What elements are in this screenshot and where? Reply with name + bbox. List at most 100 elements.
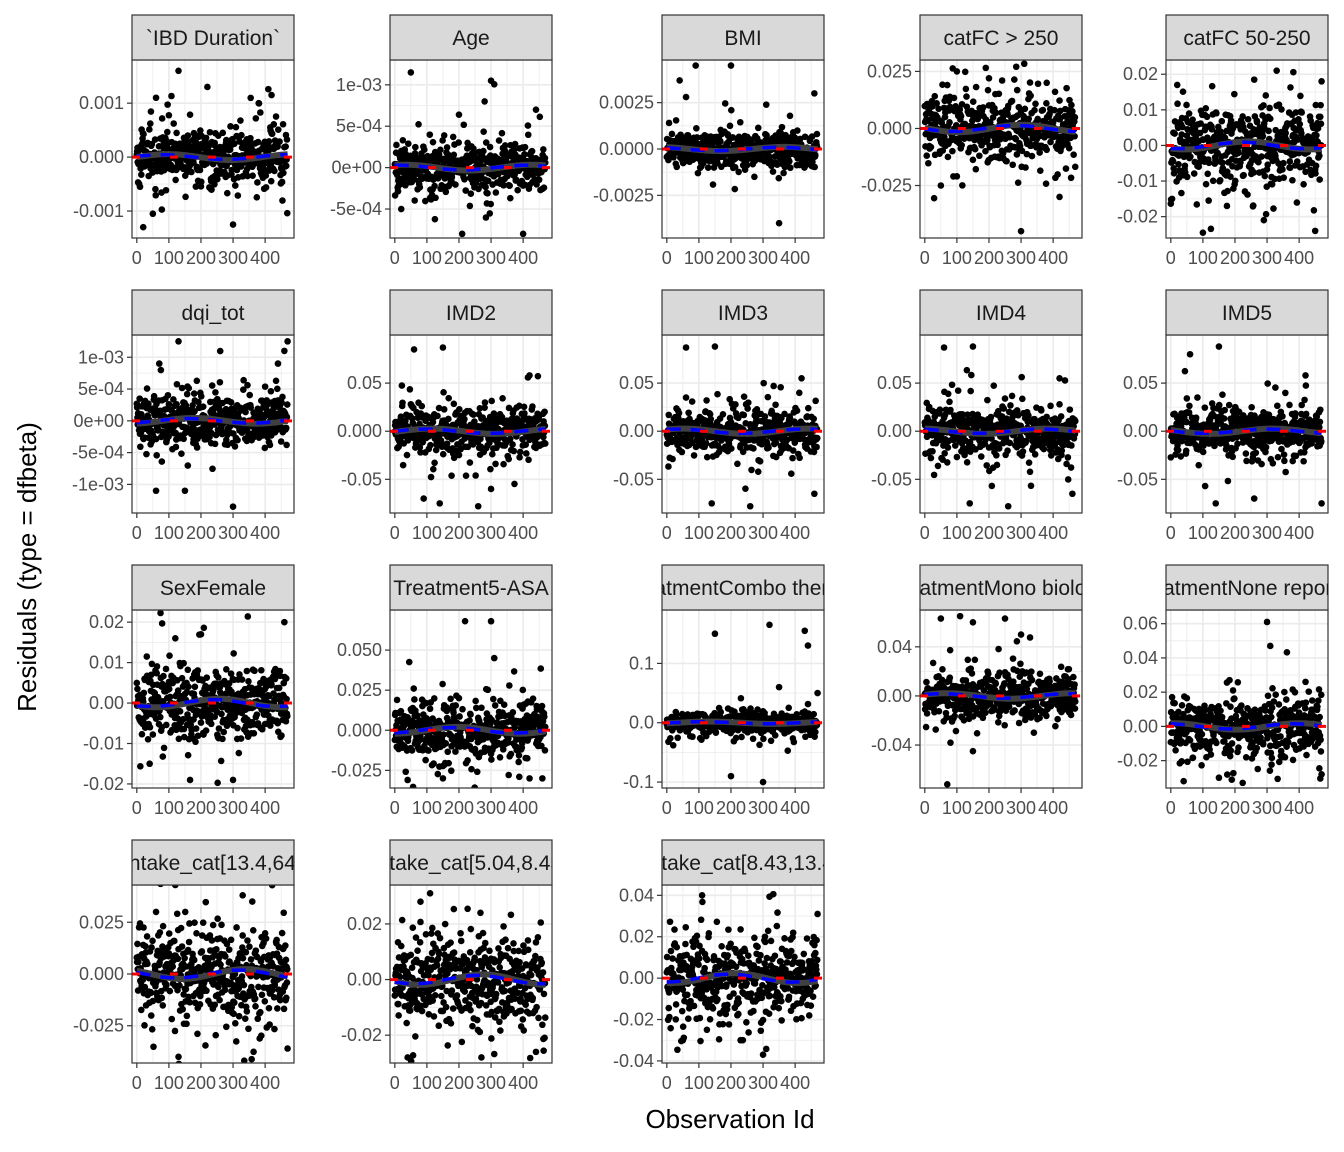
data-point [707, 415, 715, 423]
data-point [466, 459, 474, 466]
data-point [972, 165, 980, 173]
data-point [1018, 373, 1025, 381]
data-point [1208, 126, 1216, 133]
data-point [770, 382, 777, 390]
data-point [1031, 106, 1038, 114]
data-point [237, 163, 245, 170]
data-point [1316, 152, 1323, 160]
x-tick-label: 200 [444, 248, 474, 268]
data-point [151, 136, 159, 143]
data-point [231, 140, 238, 148]
data-point [778, 123, 786, 131]
data-point [242, 408, 249, 416]
data-point [1181, 162, 1189, 170]
data-point [1296, 120, 1304, 128]
data-point [1250, 169, 1258, 176]
data-point [1017, 227, 1025, 235]
x-tick-label: 100 [942, 248, 972, 268]
data-point [947, 406, 954, 414]
data-point [480, 128, 487, 135]
data-point [439, 344, 447, 351]
data-point [486, 439, 493, 447]
data-point [665, 411, 673, 419]
data-point [727, 445, 735, 452]
data-point [1037, 407, 1045, 414]
data-point [1185, 110, 1193, 117]
data-point [1023, 150, 1031, 158]
x-tick-label: 0 [920, 523, 930, 543]
data-point [692, 62, 699, 69]
strip-background [661, 14, 825, 61]
data-point [703, 453, 711, 461]
data-point [1066, 96, 1073, 104]
data-point [665, 156, 672, 164]
data-point [727, 62, 735, 69]
data-point [406, 386, 414, 393]
data-point [787, 470, 795, 478]
data-point [1008, 97, 1016, 105]
smooth-line-blue [136, 152, 288, 162]
data-point [742, 485, 749, 492]
data-point [775, 174, 783, 182]
data-point [993, 452, 1000, 459]
data-point [170, 120, 177, 127]
data-point [450, 400, 458, 408]
data-point [1171, 130, 1178, 137]
data-point [250, 433, 258, 441]
strip-background [131, 289, 295, 336]
data-point [1071, 114, 1079, 121]
data-point [455, 111, 463, 118]
data-point [1244, 191, 1251, 198]
data-point [404, 140, 412, 147]
data-point [212, 431, 220, 439]
data-point [957, 112, 965, 120]
data-point [499, 395, 506, 402]
data-point [399, 461, 407, 469]
data-point [464, 443, 472, 451]
data-point [983, 462, 991, 469]
data-point [1262, 443, 1270, 451]
strip-background [131, 14, 295, 61]
data-point [1208, 82, 1216, 90]
data-point [930, 194, 938, 202]
data-point [1061, 377, 1069, 384]
data-point [506, 182, 513, 190]
data-point [1020, 60, 1028, 68]
data-point [1014, 179, 1022, 186]
data-point [1227, 173, 1234, 180]
data-point [172, 443, 180, 451]
data-point [184, 462, 192, 469]
data-point [958, 141, 965, 149]
data-point [1170, 165, 1177, 172]
data-point [1037, 167, 1044, 175]
data-point [458, 230, 466, 238]
data-point [1054, 171, 1061, 178]
data-point [138, 171, 145, 178]
data-point [421, 146, 428, 153]
data-point [1170, 169, 1178, 177]
data-point [173, 380, 181, 388]
y-tick-label: -0.02 [1117, 207, 1158, 227]
data-point [996, 136, 1004, 143]
data-point [1289, 176, 1296, 184]
data-point [247, 404, 254, 411]
data-point [690, 452, 698, 459]
data-point [953, 453, 961, 461]
data-point [969, 343, 977, 350]
data-point [192, 183, 200, 190]
data-point [748, 466, 755, 474]
data-point [450, 454, 458, 462]
data-point [761, 413, 769, 420]
data-point [274, 360, 282, 367]
data-point [182, 402, 190, 409]
data-point [1071, 132, 1078, 140]
data-point [146, 120, 154, 127]
data-point [234, 192, 242, 199]
x-tick-label: 100 [154, 248, 184, 268]
data-point [1028, 152, 1036, 160]
data-point [398, 382, 406, 389]
data-point [262, 184, 270, 191]
